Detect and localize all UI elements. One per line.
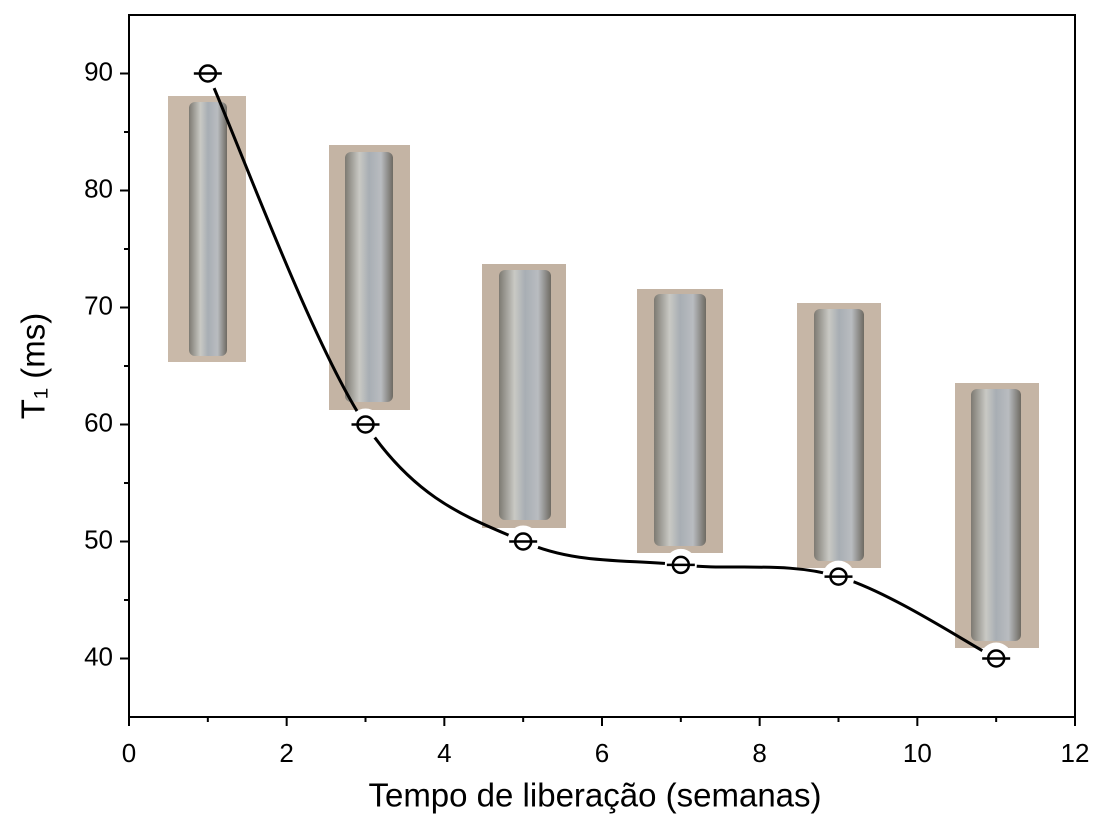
battery-photos xyxy=(168,96,1039,648)
y-tick-label: 90 xyxy=(84,56,113,86)
y-tick-label: 80 xyxy=(84,173,113,203)
photo xyxy=(482,264,566,528)
plot-frame xyxy=(129,15,1075,717)
x-tick-label: 6 xyxy=(595,738,609,768)
y-tick-label: 40 xyxy=(84,641,113,671)
x-tick-label: 12 xyxy=(1061,738,1090,768)
photo xyxy=(797,303,881,568)
x-tick-label: 0 xyxy=(122,738,136,768)
y-axis-label: T₁ (ms) xyxy=(15,313,52,419)
photo xyxy=(955,383,1039,648)
x-tick-label: 4 xyxy=(437,738,451,768)
photo xyxy=(329,145,410,410)
y-tick-label: 60 xyxy=(84,407,113,437)
x-axis-label: Tempo de liberação (semanas) xyxy=(368,777,821,814)
x-tick-label: 10 xyxy=(903,738,932,768)
chart: Tempo de liberação (semanas) T₁ (ms) 0 2 4… xyxy=(0,0,1098,820)
x-tick-label: 8 xyxy=(752,738,766,768)
x-tick-label: 2 xyxy=(279,738,293,768)
y-tick-label: 70 xyxy=(84,290,113,320)
y-tick-label: 50 xyxy=(84,524,113,554)
photo xyxy=(637,289,723,553)
